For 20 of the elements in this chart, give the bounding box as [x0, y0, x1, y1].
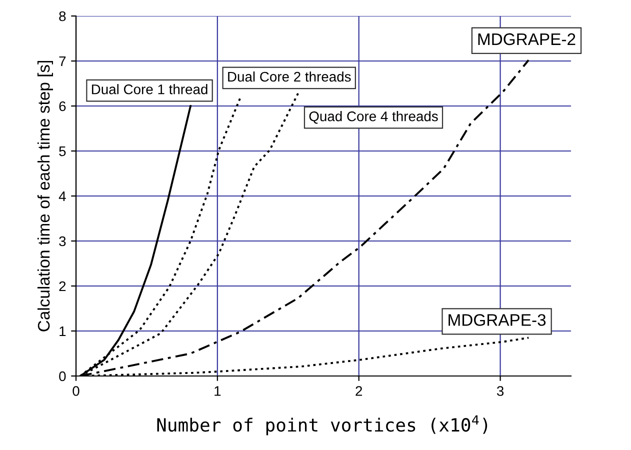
- x-tick-label: 1: [214, 386, 221, 396]
- y-tick-label: 7: [59, 56, 66, 66]
- x-tick-label: 3: [496, 386, 504, 396]
- x-axis-title: Number of point vortices (x10$^{4}$): [157, 415, 488, 436]
- series-label: MDGRAPE-2: [478, 33, 576, 46]
- series-label: Quad Core 4 threads: [309, 111, 438, 124]
- y-tick-label: 5: [59, 146, 66, 156]
- x-tick-label: 0: [72, 386, 80, 396]
- y-tick-label: 1: [60, 326, 66, 336]
- series-label: MDGRAPE-3: [448, 314, 546, 326]
- series-label: Dual Core 1 thread: [92, 84, 208, 94]
- y-axis-title: Calculation time of each time step [s]: [37, 61, 53, 332]
- y-tick-label: 6: [59, 101, 66, 112]
- y-tick-label: 0: [59, 371, 66, 382]
- y-tick-label: 4: [58, 191, 66, 202]
- series-label: Dual Core 2 threads: [228, 71, 351, 82]
- y-tick-label: 2: [59, 281, 66, 292]
- y-tick-label: 3: [59, 236, 66, 246]
- x-tick-label: 2: [356, 386, 362, 396]
- y-tick-label: 8: [59, 11, 66, 22]
